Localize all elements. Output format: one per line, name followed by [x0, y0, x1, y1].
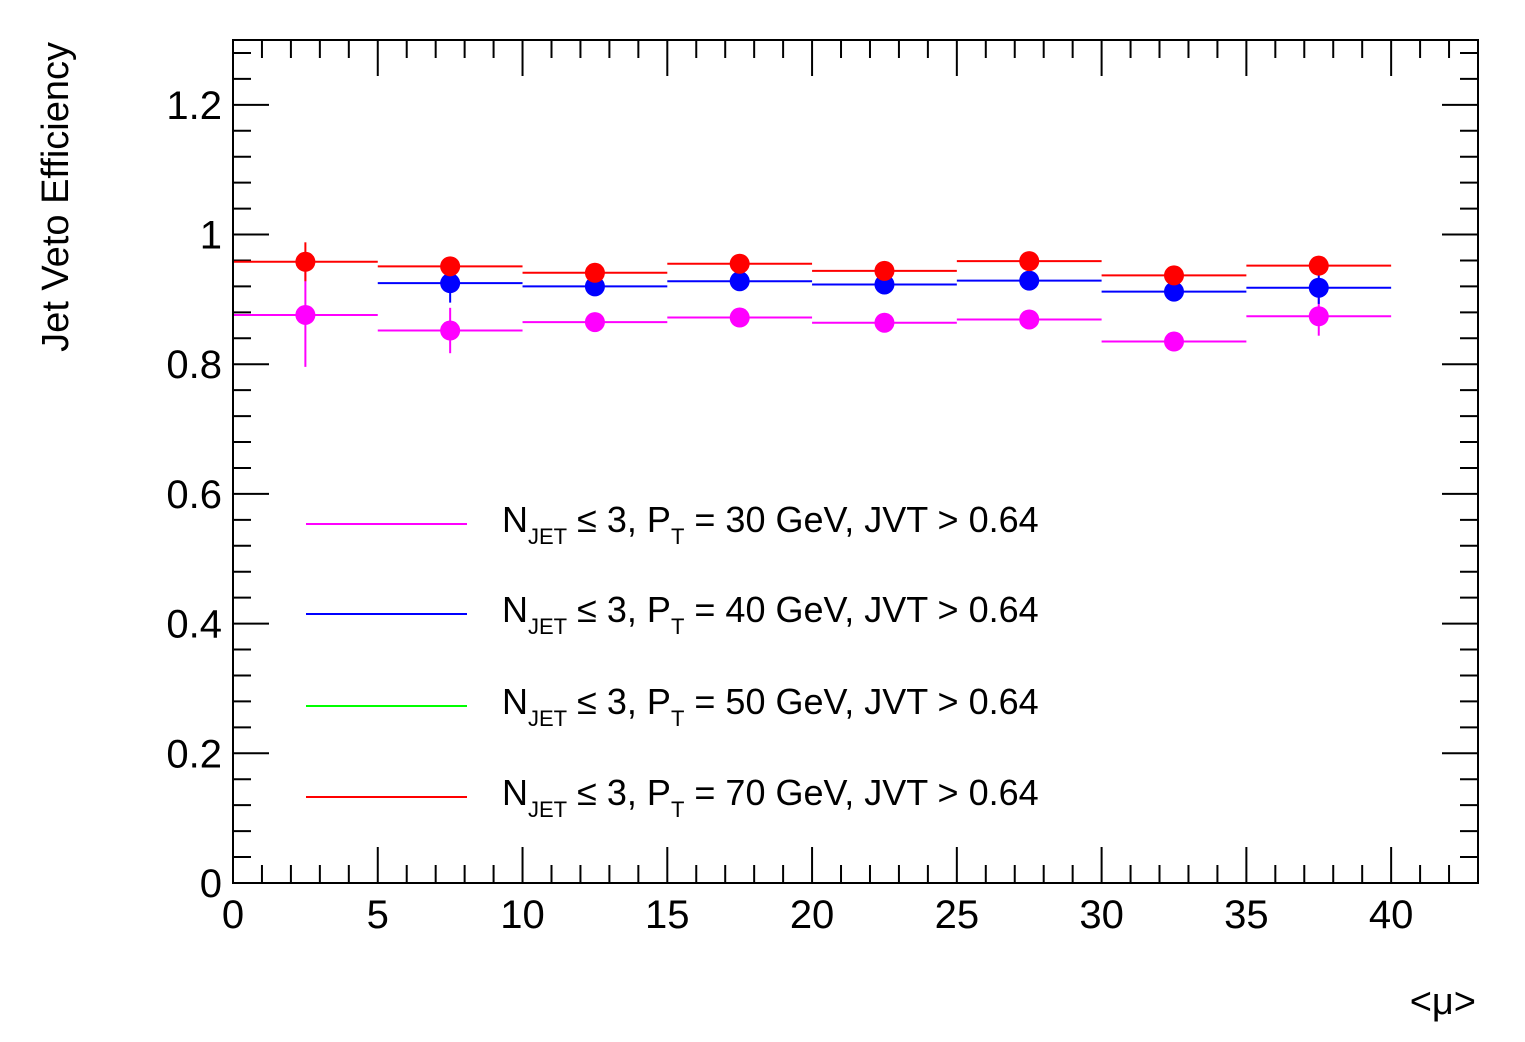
y-axis-title: Jet Veto Efficiency [35, 42, 77, 352]
data-point [874, 260, 895, 281]
x-tick-label: 25 [935, 893, 980, 937]
legend-label: NJET ≤ 3, PT = 70 GeV, JVT > 0.64 [502, 772, 1039, 822]
y-tick-label: 1 [200, 214, 222, 258]
y-tick-label: 0.2 [166, 732, 222, 776]
legend-entry: NJET ≤ 3, PT = 30 GeV, JVT > 0.64 [306, 499, 1039, 549]
data-point [440, 273, 461, 294]
x-tick-label: 0 [222, 893, 244, 937]
data-point [295, 304, 316, 325]
x-tick-label: 40 [1369, 893, 1414, 937]
data-point [729, 253, 750, 274]
data-point [1163, 265, 1184, 286]
y-tick-label: 0.4 [166, 603, 222, 647]
data-point [1019, 309, 1040, 330]
data-point [1308, 277, 1329, 298]
legend-label: NJET ≤ 3, PT = 30 GeV, JVT > 0.64 [502, 499, 1039, 549]
y-tick-label: 0.6 [166, 473, 222, 517]
data-point [1019, 251, 1040, 272]
axis-ticks [232, 40, 1479, 884]
x-axis-title: <μ> [1410, 981, 1476, 1023]
y-tick-label: 0 [200, 862, 222, 906]
axis-tick-labels: 0 5 10 15 20 25 30 35 40 0 0.2 0.4 0.6 0.8 1 1.2 [166, 84, 1413, 937]
data-point [584, 262, 605, 283]
series-3 [233, 242, 1392, 286]
data-point [1308, 306, 1329, 327]
y-tick-label: 0.8 [166, 343, 222, 387]
legend-entry: NJET ≤ 3, PT = 50 GeV, JVT > 0.64 [306, 681, 1039, 731]
data-point [584, 312, 605, 333]
x-tick-label: 30 [1079, 893, 1124, 937]
legend-entry: NJET ≤ 3, PT = 70 GeV, JVT > 0.64 [306, 772, 1039, 822]
data-point [1019, 270, 1040, 291]
legend-label: NJET ≤ 3, PT = 40 GeV, JVT > 0.64 [502, 589, 1039, 639]
legend-label: NJET ≤ 3, PT = 50 GeV, JVT > 0.64 [502, 681, 1039, 731]
data-point [874, 312, 895, 333]
plot-frame [232, 39, 1479, 884]
x-tick-label: 5 [367, 893, 389, 937]
series-1 [377, 263, 1392, 304]
data-point [1308, 255, 1329, 276]
x-tick-label: 10 [500, 893, 545, 937]
data-point [729, 307, 750, 328]
data-point [440, 256, 461, 277]
data-marks [233, 242, 1392, 367]
series-0 [233, 263, 1392, 367]
x-tick-label: 35 [1224, 893, 1269, 937]
y-tick-label: 1.2 [166, 84, 222, 128]
data-point [440, 320, 461, 341]
data-point [1163, 331, 1184, 352]
data-point [295, 251, 316, 272]
data-point [1163, 281, 1184, 302]
x-tick-label: 15 [645, 893, 690, 937]
legend-entry: NJET ≤ 3, PT = 40 GeV, JVT > 0.64 [306, 589, 1039, 639]
x-tick-label: 20 [790, 893, 835, 937]
data-point [729, 271, 750, 292]
legend: NJET ≤ 3, PT = 30 GeV, JVT > 0.64 NJET ≤ … [306, 499, 1039, 822]
